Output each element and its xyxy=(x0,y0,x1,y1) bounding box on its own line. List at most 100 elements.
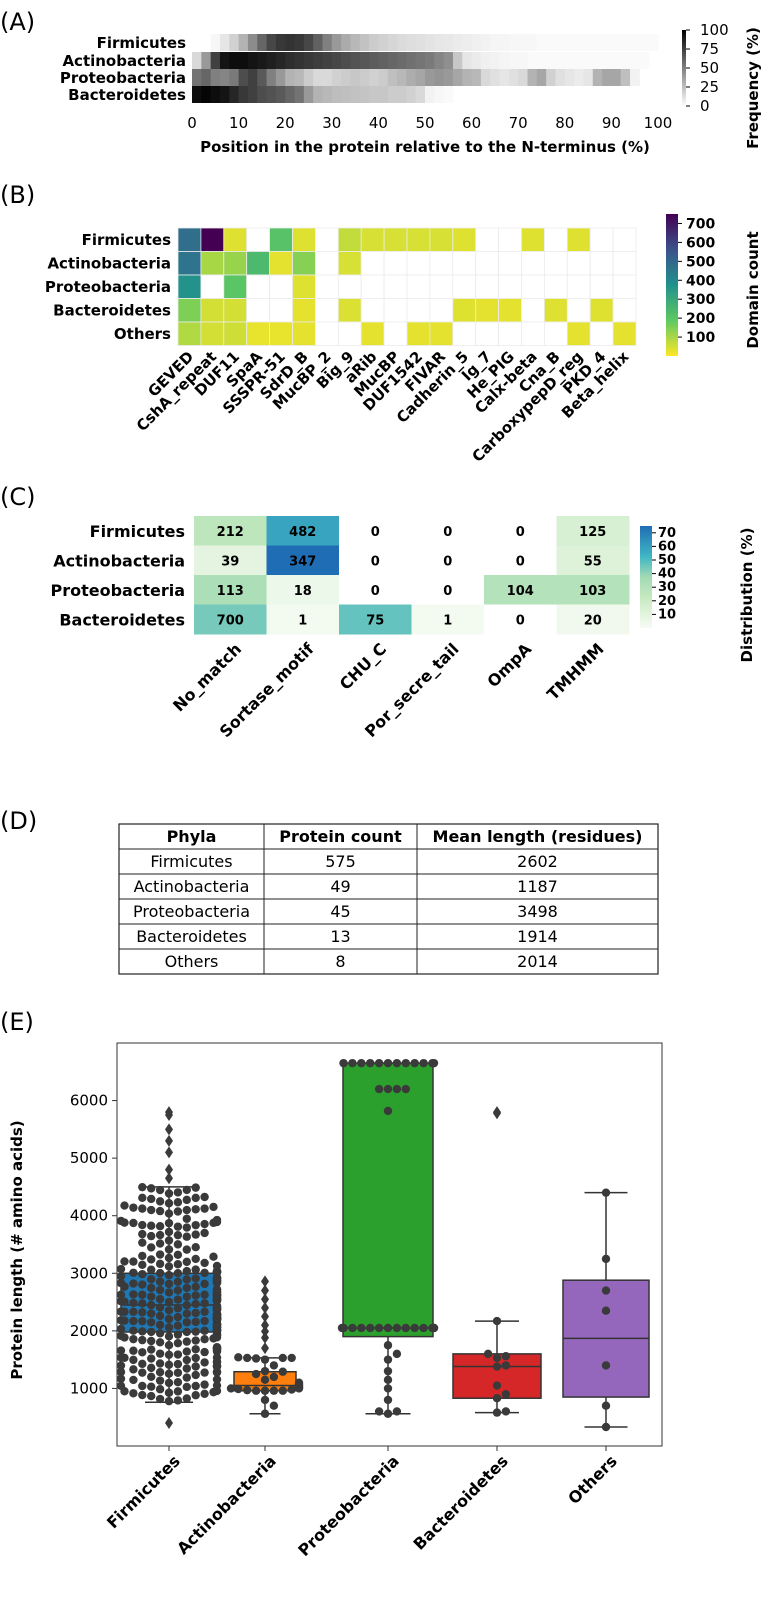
panel-c-cell xyxy=(411,575,485,605)
panel-a-cell xyxy=(620,34,631,51)
panel-e-point xyxy=(383,1323,393,1333)
panel-c-cell-label: 103 xyxy=(579,584,606,599)
table-header-cell: Mean length (residues) xyxy=(433,827,643,846)
panel-e-point xyxy=(401,1058,410,1068)
panel-a-cell xyxy=(425,52,435,69)
panel-a-cell xyxy=(406,69,417,86)
panel-e-point xyxy=(492,1316,502,1326)
panel-a-cell xyxy=(555,52,566,69)
panel-e-point xyxy=(173,1222,183,1231)
panel-a-cell xyxy=(490,34,501,51)
panel-a-cell xyxy=(527,34,538,51)
panel-c-cell xyxy=(339,575,412,605)
panel-a-cell xyxy=(611,34,622,51)
panel-e-point xyxy=(419,1323,428,1333)
panel-e-boxplot: 1000 2000 3000 4000 5000 6000 FirmicutesActin… xyxy=(8,1042,663,1560)
panel-label-c: (C) xyxy=(0,483,35,511)
panel-b-cell xyxy=(589,321,614,346)
panel-a-cell xyxy=(303,34,314,51)
panel-e-point xyxy=(200,1228,209,1238)
panel-e-point xyxy=(269,1386,279,1395)
panel-c-colorbar-tick: 70 xyxy=(658,526,676,541)
panel-e-point xyxy=(155,1239,165,1248)
panel-c-cell-label: 125 xyxy=(579,525,606,540)
panel-e-point xyxy=(138,1238,147,1247)
panel-b-cell xyxy=(521,321,545,346)
panel-b-cell xyxy=(589,251,614,276)
panel-a-colorbar-label: Frequency (%) xyxy=(744,27,762,149)
panel-b-cell xyxy=(246,227,270,252)
panel-b-cell xyxy=(452,321,477,346)
panel-e-point xyxy=(129,1203,138,1212)
panel-b-cell xyxy=(360,321,385,346)
table-header-cell: Protein count xyxy=(279,827,402,846)
panel-a-cell xyxy=(266,34,277,51)
panel-a-cell xyxy=(415,86,426,103)
panel-a-colorbar xyxy=(682,30,686,106)
panel-e-point xyxy=(410,1058,419,1068)
panel-a-cell xyxy=(518,69,529,86)
panel-e-point xyxy=(164,1396,174,1406)
panel-b-cell xyxy=(429,227,454,252)
panel-e-point xyxy=(164,1236,174,1245)
panel-d-table: Phyla Protein count Mean length (residues)… xyxy=(118,823,659,975)
panel-e-point xyxy=(164,1270,174,1280)
panel-a-cell xyxy=(499,69,510,86)
panel-e-point xyxy=(492,1408,502,1417)
panel-b-cell xyxy=(246,274,270,299)
panel-e-point xyxy=(401,1084,410,1094)
panel-a-cell xyxy=(275,86,286,103)
table-cell: Proteobacteria xyxy=(133,902,250,921)
panel-b-cell xyxy=(521,298,545,323)
panel-a-cell xyxy=(480,69,491,86)
panel-a-cell xyxy=(294,69,305,86)
panel-b-cell xyxy=(177,321,202,346)
panel-c-cell xyxy=(556,545,630,576)
panel-b-cell xyxy=(383,321,408,346)
panel-a-cell xyxy=(350,86,361,103)
panel-e-point xyxy=(147,1300,156,1310)
panel-c-cell xyxy=(194,516,267,546)
panel-e-point xyxy=(173,1378,183,1387)
panel-a-cell xyxy=(471,69,482,86)
table-cell: 575 xyxy=(325,852,356,871)
panel-e-flier xyxy=(261,1284,269,1297)
panel-a-cell xyxy=(285,52,296,69)
table-cell: 2602 xyxy=(517,852,558,871)
panel-a-cell xyxy=(210,52,221,69)
panel-b-cell xyxy=(521,274,545,299)
panel-b-cell xyxy=(337,274,362,299)
panel-a-cell xyxy=(219,52,230,69)
panel-b-colorbar-tick: 600 xyxy=(686,235,715,251)
panel-e-point xyxy=(209,1252,218,1261)
panel-c-cell-label: 347 xyxy=(289,555,316,570)
panel-e-point xyxy=(200,1380,209,1389)
panel-e-point xyxy=(383,1341,393,1350)
panel-e-point xyxy=(155,1338,165,1347)
panel-e-point xyxy=(182,1337,191,1346)
panel-e-point xyxy=(138,1260,147,1270)
panel-a-cell xyxy=(359,86,370,103)
panel-e-flier xyxy=(165,1172,173,1185)
table-cell: Bacteroidetes xyxy=(136,927,247,946)
panel-e-point xyxy=(164,1262,174,1271)
panel-e-point xyxy=(173,1359,183,1369)
table-cell: 49 xyxy=(330,877,350,896)
panel-c-cell xyxy=(484,516,557,546)
panel-e-flier xyxy=(165,1416,173,1429)
panel-a-cell xyxy=(583,69,594,86)
panel-a-x-tick: 70 xyxy=(509,114,528,132)
panel-e-point xyxy=(191,1183,200,1192)
panel-a-cell xyxy=(369,86,379,103)
panel-e-point xyxy=(501,1361,511,1370)
panel-c-colorbar-tick: 20 xyxy=(658,594,676,609)
panel-a-cell xyxy=(238,34,249,51)
panel-e-plot-frame xyxy=(116,1042,663,1447)
panel-a-cell xyxy=(415,34,426,51)
panel-e-point xyxy=(226,1384,236,1393)
panel-a-row-label: Proteobacteria xyxy=(60,69,186,87)
panel-b-cell xyxy=(360,227,385,252)
panel-e-point xyxy=(155,1250,165,1259)
panel-b-cell xyxy=(223,227,248,252)
panel-e-point xyxy=(243,1385,252,1395)
